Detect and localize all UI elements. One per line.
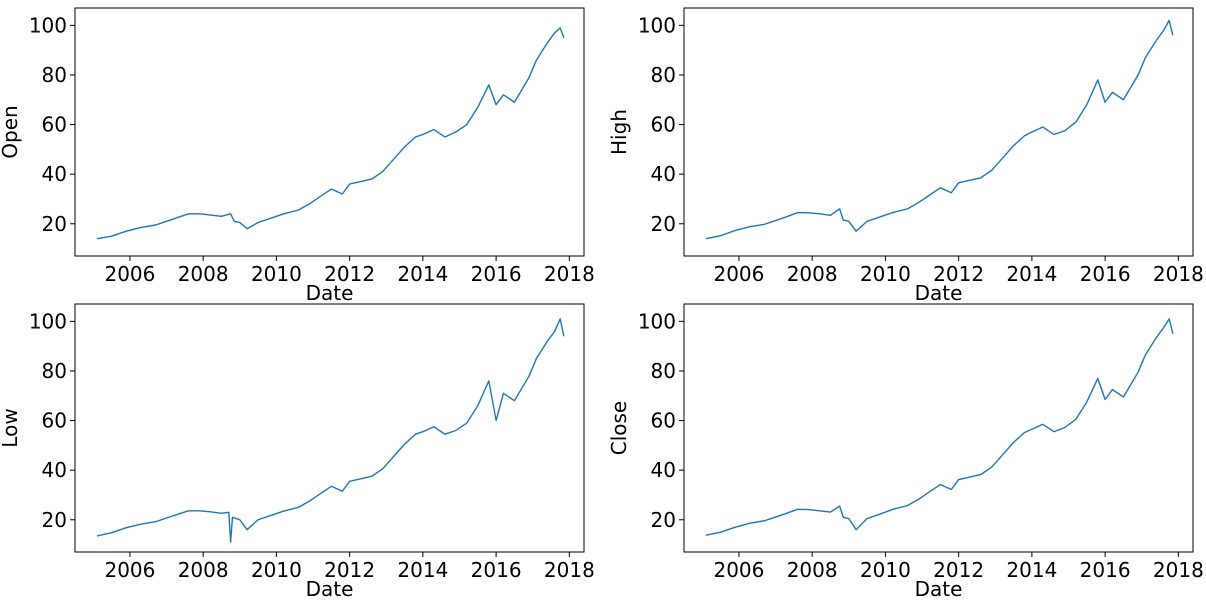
x-tick-label: 2010 xyxy=(251,558,302,582)
y-tick-label: 100 xyxy=(29,13,67,37)
x-tick-label: 2012 xyxy=(324,558,375,582)
y-tick-label: 20 xyxy=(42,508,67,532)
y-axis-label: Low xyxy=(0,408,22,447)
y-tick-label: 40 xyxy=(651,458,676,482)
y-tick-label: 40 xyxy=(42,458,67,482)
x-tick-label: 2012 xyxy=(324,262,375,286)
y-axis-label: High xyxy=(607,109,631,155)
y-tick-label: 80 xyxy=(42,359,67,383)
x-axis-label: Date xyxy=(306,281,354,305)
y-tick-label: 40 xyxy=(42,162,67,186)
y-tick-label: 60 xyxy=(651,113,676,137)
x-tick-label: 2008 xyxy=(787,558,838,582)
chart-close: 2006 2008 2010 2012 2014 2016 2018 20 40 60 80 100 D… xyxy=(607,303,1204,601)
y-tick-label: 20 xyxy=(42,212,67,236)
x-tick-label: 2014 xyxy=(397,262,448,286)
x-axis-label: Date xyxy=(915,577,963,601)
x-tick-label: 2006 xyxy=(713,558,764,582)
y-tick-label: 80 xyxy=(651,63,676,87)
y-tick-label: 100 xyxy=(29,309,67,333)
x-tick-label: 2008 xyxy=(178,262,229,286)
x-tick-label: 2010 xyxy=(251,262,302,286)
axes-frame xyxy=(683,303,1194,553)
x-tick-label: 2006 xyxy=(713,262,764,286)
y-tick-label: 80 xyxy=(42,63,67,87)
x-axis-label: Date xyxy=(915,281,963,305)
x-tick-label: 2010 xyxy=(860,558,911,582)
axes-frame xyxy=(683,7,1194,257)
x-tick-label: 2016 xyxy=(1080,262,1131,286)
x-tick-label: 2006 xyxy=(104,558,155,582)
chart-open: 2006 2008 2010 2012 2014 2016 2018 20 40 60 80 100 D… xyxy=(0,7,595,305)
y-tick-label: 20 xyxy=(651,212,676,236)
x-tick-label: 2018 xyxy=(1153,558,1204,582)
chart-high: 2006 2008 2010 2012 2014 2016 2018 20 40 60 80 100 D… xyxy=(607,7,1204,305)
y-tick-label: 100 xyxy=(638,13,676,37)
series-line-close xyxy=(705,318,1174,536)
x-tick-label: 2016 xyxy=(471,558,522,582)
x-axis-label: Date xyxy=(306,577,354,601)
series-line-low xyxy=(96,318,565,543)
y-tick-label: 80 xyxy=(651,359,676,383)
series-line-high xyxy=(705,19,1174,240)
y-axis-label: Open xyxy=(0,105,22,158)
axes-frame xyxy=(74,7,585,257)
x-tick-label: 2016 xyxy=(1080,558,1131,582)
x-tick-label: 2012 xyxy=(933,558,984,582)
x-tick-label: 2016 xyxy=(471,262,522,286)
x-tick-label: 2018 xyxy=(544,262,595,286)
axes-frame xyxy=(74,303,585,553)
y-tick-label: 40 xyxy=(651,162,676,186)
x-tick-label: 2006 xyxy=(104,262,155,286)
y-tick-label: 60 xyxy=(42,409,67,433)
x-tick-label: 2012 xyxy=(933,262,984,286)
x-tick-label: 2008 xyxy=(787,262,838,286)
y-tick-label: 100 xyxy=(638,309,676,333)
chart-low: 2006 2008 2010 2012 2014 2016 2018 20 40 60 80 100 D… xyxy=(0,303,595,601)
y-tick-label: 60 xyxy=(651,409,676,433)
y-axis-label: Close xyxy=(607,401,631,455)
x-tick-label: 2018 xyxy=(544,558,595,582)
x-tick-label: 2014 xyxy=(1006,262,1057,286)
x-tick-label: 2014 xyxy=(1006,558,1057,582)
y-tick-label: 60 xyxy=(42,113,67,137)
series-line-open xyxy=(96,27,565,240)
x-tick-label: 2014 xyxy=(397,558,448,582)
x-tick-label: 2018 xyxy=(1153,262,1204,286)
x-tick-label: 2008 xyxy=(178,558,229,582)
y-tick-label: 20 xyxy=(651,508,676,532)
x-tick-label: 2010 xyxy=(860,262,911,286)
